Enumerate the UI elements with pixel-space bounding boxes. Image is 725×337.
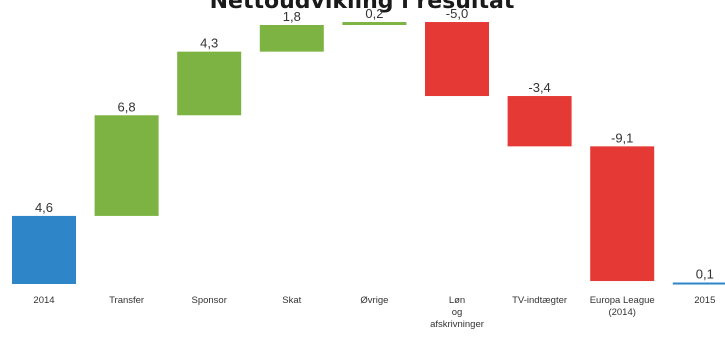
category-label-8: Europa League (2014) <box>590 295 655 318</box>
chart-title: Nettoudvikling i resultat <box>210 0 515 14</box>
x-axis-labels: 2014 Transfer Sponsor Skat Øvrige Løn og afskri… <box>33 295 715 330</box>
value-labels-layer: 4,6 6,8 4,3 1,8 0,2 -5,0 -3,4 -9,1 0,1 <box>35 6 714 281</box>
category-label-3: Sponsor <box>192 295 227 306</box>
increase-bar-2 <box>94 115 159 216</box>
value-label-5: 0,2 <box>365 6 383 21</box>
value-label-1: 4,6 <box>35 200 53 215</box>
category-label-2: Transfer <box>109 295 144 306</box>
value-label-2: 6,8 <box>118 99 136 114</box>
increase-bar-5 <box>342 22 407 25</box>
category-label-7: TV-indtægter <box>512 295 567 306</box>
total-bar-1 <box>12 215 76 284</box>
total-bar-9 <box>672 282 725 285</box>
decrease-bar-6 <box>425 22 489 97</box>
value-label-4: 1,8 <box>283 9 301 24</box>
value-label-8: -9,1 <box>611 130 633 145</box>
value-label-9: 0,1 <box>696 267 714 282</box>
decrease-bar-8 <box>590 146 655 282</box>
category-label-1: 2014 <box>33 295 54 306</box>
category-label-6: Løn og afskrivninger <box>430 295 484 330</box>
category-label-9: 2015 <box>694 295 715 306</box>
value-label-3: 4,3 <box>200 36 218 51</box>
increase-bar-3 <box>177 51 242 116</box>
category-label-4: Skat <box>282 295 301 306</box>
category-label-5: Øvrige <box>360 295 388 306</box>
increase-bar-4 <box>259 25 324 52</box>
bars-layer <box>12 22 725 285</box>
value-label-6: -5,0 <box>446 6 468 21</box>
decrease-bar-7 <box>507 96 572 147</box>
value-label-7: -3,4 <box>528 80 550 95</box>
